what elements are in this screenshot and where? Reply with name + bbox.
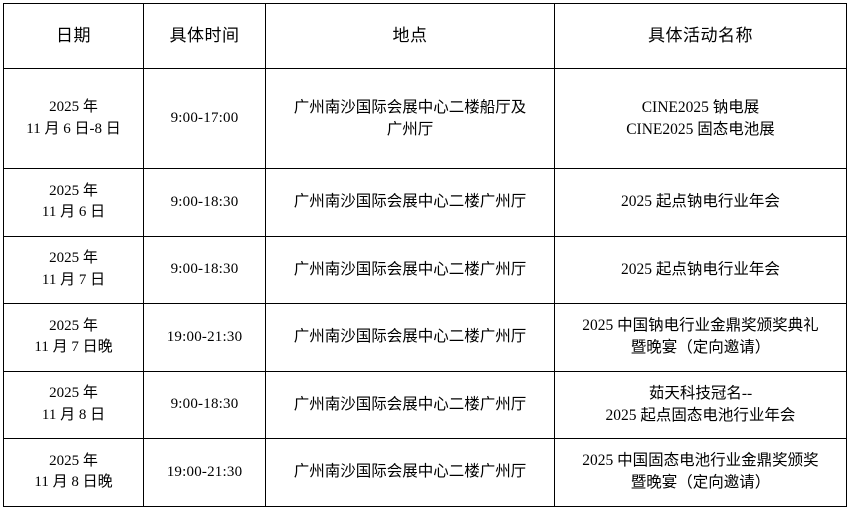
table-header: 日期 具体时间 地点 具体活动名称 [3,3,847,69]
cell-time: 19:00-21:30 [143,438,266,507]
cell-event: CINE2025 钠电展 CINE2025 固态电池展 [554,68,847,169]
cell-date: 2025 年 11 月 6 日-8 日 [3,68,144,169]
cell-time: 9:00-18:30 [143,168,266,237]
table-row: 2025 年 11 月 7 日晚 19:00-21:30 广州南沙国际会展中心二… [3,303,847,372]
cell-date: 2025 年 11 月 8 日 [3,370,144,439]
cell-event: 茹天科技冠名-- 2025 起点固态电池行业年会 [554,370,847,439]
cell-date: 2025 年 11 月 6 日 [3,168,144,237]
table-row: 2025 年 11 月 6 日 9:00-18:30 广州南沙国际会展中心二楼广… [3,168,847,237]
cell-date: 2025 年 11 月 7 日 [3,235,144,304]
column-header-date: 日期 [3,3,144,69]
cell-event: 2025 中国钠电行业金鼎奖颁奖典礼 暨晚宴（定向邀请） [554,303,847,372]
table-body: 2025 年 11 月 6 日-8 日 9:00-17:00 广州南沙国际会展中… [3,68,847,507]
cell-event: 2025 起点钠电行业年会 [554,168,847,237]
cell-event: 2025 起点钠电行业年会 [554,235,847,304]
cell-time: 9:00-18:30 [143,235,266,304]
cell-place: 广州南沙国际会展中心二楼广州厅 [265,235,555,304]
cell-time: 19:00-21:30 [143,303,266,372]
cell-place: 广州南沙国际会展中心二楼船厅及 广州厅 [265,68,555,169]
table-row: 2025 年 11 月 8 日 9:00-18:30 广州南沙国际会展中心二楼广… [3,370,847,439]
cell-event: 2025 中国固态电池行业金鼎奖颁奖 暨晚宴（定向邀请） [554,438,847,507]
cell-place: 广州南沙国际会展中心二楼广州厅 [265,438,555,507]
column-header-place: 地点 [265,3,555,69]
cell-place: 广州南沙国际会展中心二楼广州厅 [265,168,555,237]
column-header-event: 具体活动名称 [554,3,847,69]
place-line-1: 广州南沙国际会展中心二楼船厅及 [293,98,527,116]
cell-place: 广州南沙国际会展中心二楼广州厅 [265,370,555,439]
place-line-2: 广州厅 [386,120,434,138]
table-header-row: 日期 具体时间 地点 具体活动名称 [3,3,847,69]
table-row: 2025 年 11 月 8 日晚 19:00-21:30 广州南沙国际会展中心二… [3,438,847,507]
event-schedule-table: 日期 具体时间 地点 具体活动名称 2025 年 11 月 6 日-8 日 9:… [3,3,847,507]
table-row: 2025 年 11 月 6 日-8 日 9:00-17:00 广州南沙国际会展中… [3,68,847,169]
cell-time: 9:00-18:30 [143,370,266,439]
cell-place: 广州南沙国际会展中心二楼广州厅 [265,303,555,372]
cell-time: 9:00-17:00 [143,68,266,169]
cell-date: 2025 年 11 月 8 日晚 [3,438,144,507]
column-header-time: 具体时间 [143,3,266,69]
cell-date: 2025 年 11 月 7 日晚 [3,303,144,372]
table-row: 2025 年 11 月 7 日 9:00-18:30 广州南沙国际会展中心二楼广… [3,235,847,304]
